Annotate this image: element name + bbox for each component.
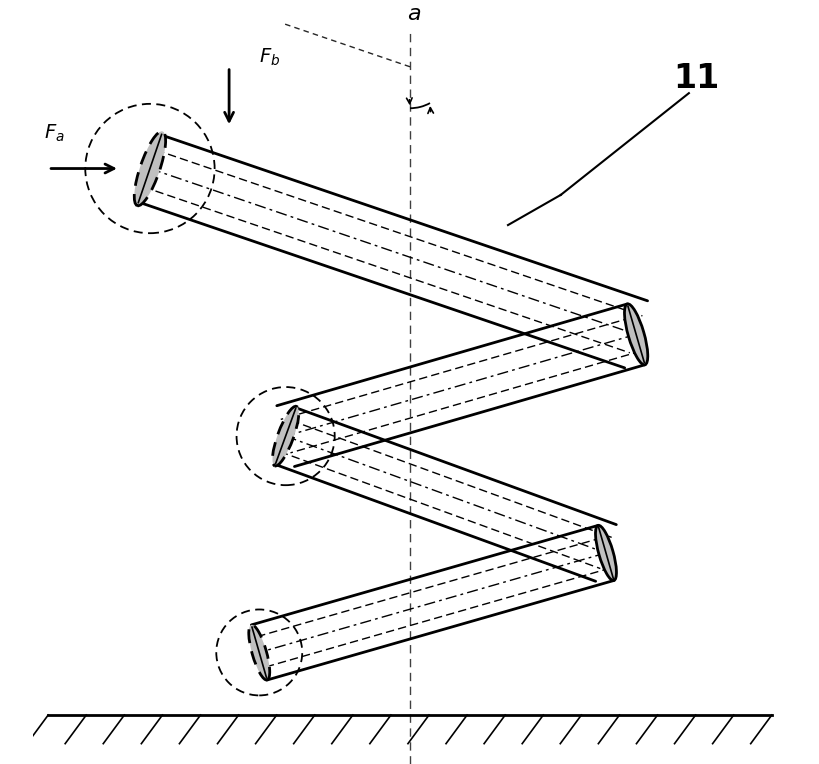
Ellipse shape <box>248 625 269 680</box>
Text: $F_a$: $F_a$ <box>44 122 65 144</box>
Ellipse shape <box>595 526 616 581</box>
Ellipse shape <box>272 406 298 466</box>
Text: 11: 11 <box>672 62 719 95</box>
Text: $a$: $a$ <box>406 3 420 25</box>
Ellipse shape <box>134 131 165 206</box>
Ellipse shape <box>624 304 647 365</box>
Text: $F_b$: $F_b$ <box>259 47 280 68</box>
